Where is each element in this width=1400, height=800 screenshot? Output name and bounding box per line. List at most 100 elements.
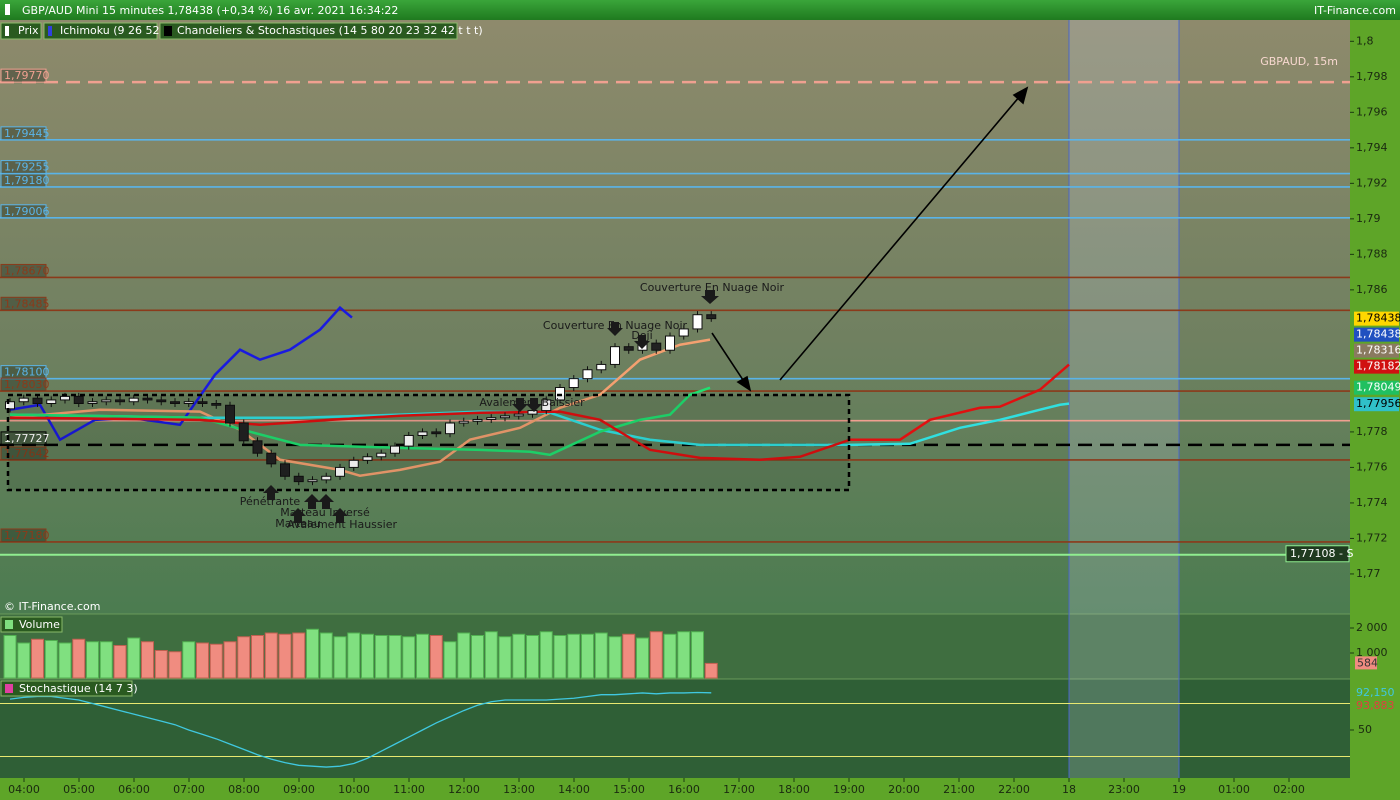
- candle-body: [692, 314, 703, 330]
- volume-bar: [663, 633, 677, 679]
- volume-bar: [99, 641, 113, 679]
- volume-bar: [44, 640, 58, 679]
- down-arrow: [607, 322, 623, 336]
- level-label: 1,79770: [4, 69, 50, 82]
- volume-bar: [429, 635, 443, 679]
- candle-body: [527, 410, 538, 415]
- indicator-line: [9, 305, 353, 442]
- level-label: 1,78100: [4, 366, 50, 379]
- volume-bar: [526, 635, 539, 679]
- arrow: [711, 332, 746, 384]
- candle-body: [60, 395, 70, 401]
- x-tick-label: 04:00: [8, 783, 40, 796]
- candle-body: [623, 346, 634, 351]
- y-tick-label: 1,794: [1356, 141, 1388, 154]
- legend-icon: [5, 26, 9, 36]
- candle-body: [403, 434, 414, 447]
- candle-body: [472, 418, 483, 422]
- candle-body: [128, 397, 139, 403]
- volume-bar: [264, 632, 278, 679]
- pattern-label: Avalement Haussier: [287, 518, 397, 531]
- volume-bar: [512, 633, 526, 679]
- volume-bar: [484, 631, 498, 679]
- level-label-box: [0, 365, 47, 380]
- y-tick-label: 1,778: [1356, 425, 1388, 438]
- candle-body: [18, 397, 29, 403]
- indicator-line: [9, 402, 1070, 447]
- candle-body: [610, 346, 620, 365]
- candle-body: [101, 399, 112, 403]
- level-label: 1,78030: [4, 378, 50, 391]
- candle-body: [568, 378, 579, 389]
- x-tick-label: 22:00: [998, 783, 1030, 796]
- down-arrow: [701, 290, 719, 304]
- volume-bar: [31, 638, 44, 679]
- volume-bar: [306, 628, 319, 679]
- header-title: GBP/AUD Mini 15 minutes 1,78438 (+0,34 %…: [22, 4, 398, 17]
- y-tick-label: 1,79: [1356, 212, 1381, 225]
- volume-bar: [127, 637, 141, 679]
- pattern-label: Avalement Baissier: [479, 396, 585, 409]
- up-arrow: [263, 485, 279, 500]
- trend-arrows: [711, 86, 1029, 392]
- candle-body: [170, 401, 180, 404]
- legend-box: [0, 22, 42, 40]
- candle-body: [280, 463, 290, 477]
- volume-bar: [388, 635, 402, 679]
- candle-body: [596, 363, 607, 371]
- candle-body: [225, 404, 235, 424]
- volume-bar: [457, 632, 471, 679]
- pattern-markers: [263, 290, 719, 523]
- candle-body: [211, 402, 222, 406]
- legend-item: Chandeliers & Stochastiques (14 5 80 20 …: [177, 24, 483, 37]
- candle-body: [321, 475, 332, 481]
- volume-bar: [196, 642, 209, 679]
- volume-bar: [608, 636, 622, 679]
- candle-body: [555, 387, 565, 401]
- volume-bar: [567, 633, 581, 679]
- x-tick-label: 21:00: [943, 783, 975, 796]
- volume-bar: [17, 642, 31, 679]
- panel-icon: [5, 684, 13, 693]
- level-label-box: [0, 126, 47, 141]
- candle-body: [293, 475, 304, 483]
- range-box: [6, 393, 851, 492]
- y-tick-label: 2 000: [1356, 621, 1388, 634]
- volume-bar: [677, 631, 691, 679]
- price-tag: [1354, 327, 1399, 342]
- candle-body: [5, 401, 15, 410]
- up-arrow: [332, 508, 348, 523]
- level-label: 1,79006: [4, 205, 50, 218]
- candle-body: [142, 397, 153, 401]
- volume-bar: [347, 632, 361, 679]
- stoch-panel: [0, 679, 1350, 778]
- candle-body: [376, 452, 387, 458]
- x-tick-label: 08:00: [228, 783, 260, 796]
- level-label: 1,78485: [4, 297, 50, 310]
- plot: 1,8 1,798 1,796 1,794 1,792 1,79 1,788 1,786 1,7…: [0, 34, 1400, 796]
- panel-label-box: [0, 680, 133, 697]
- y-tick-label: 1,786: [1356, 283, 1388, 296]
- volume-bar: [251, 635, 264, 679]
- x-tick-label: 13:00: [503, 783, 535, 796]
- candle-body: [156, 399, 167, 403]
- pattern-label: Marteau Inversé: [280, 506, 370, 519]
- price-tag: [1354, 380, 1399, 395]
- x-tick-label: 15:00: [613, 783, 645, 796]
- price-tag: [1354, 311, 1399, 326]
- volume-tag: [1355, 656, 1377, 670]
- candle-body: [706, 314, 717, 320]
- candle-body: [665, 335, 675, 351]
- level-label: 1,77642: [4, 447, 50, 460]
- legend-item: Prix: [18, 24, 39, 37]
- price-tag-label: 1,78182: [1356, 360, 1400, 373]
- x-tick-label: 11:00: [393, 783, 425, 796]
- volume-bar: [154, 650, 168, 679]
- x-tick-label: 06:00: [118, 783, 150, 796]
- volume-bar: [374, 635, 388, 679]
- volume-bar: [539, 631, 553, 679]
- pattern-label: Marteau: [275, 517, 321, 530]
- price-tag-label: 1,77956: [1356, 397, 1400, 410]
- down-arrow: [526, 398, 542, 412]
- volume-bar: [636, 637, 649, 679]
